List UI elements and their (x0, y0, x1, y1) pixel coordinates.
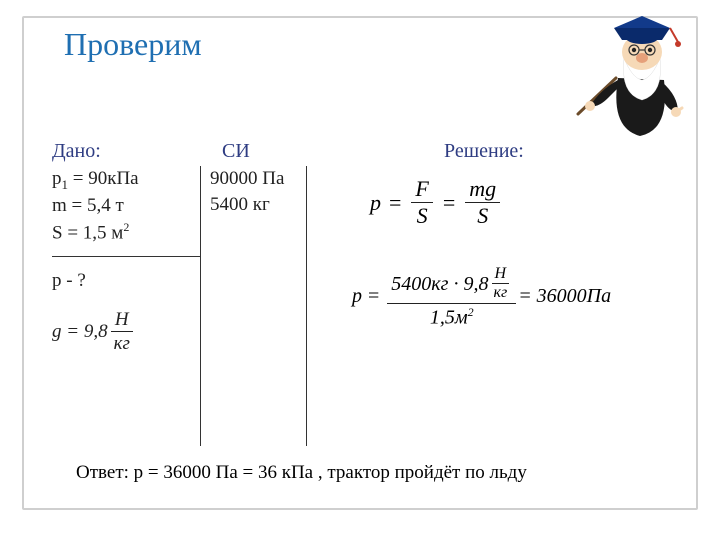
si-values: 90000 Па 5400 кг (210, 166, 284, 217)
calc-numerator: 5400кг · 9,8 Н кг (387, 266, 516, 304)
calculation-row: p = 5400кг · 9,8 Н кг 1,5м2 = 36000Па (352, 266, 611, 328)
calc-den-exp: 2 (468, 305, 474, 319)
g-constant: g = 9,8 Н кг (52, 310, 136, 353)
g-lhs: g = 9,8 (52, 321, 108, 343)
calc-denominator: 1,5м2 (426, 304, 478, 328)
formula-f-over-s: F S (411, 178, 432, 227)
g-unit-fraction: Н кг (110, 310, 134, 353)
calc-den-val: 1,5м (430, 307, 468, 329)
calc-num-mass: 5400кг · 9,8 (391, 274, 488, 294)
formula-f: F (411, 178, 432, 203)
formula-eq2: = (443, 190, 455, 216)
p1-value: = 90кПа (68, 168, 139, 189)
divider-given-si (200, 166, 201, 446)
s-exponent: 2 (123, 220, 129, 234)
calc-num-unit: Н кг (490, 266, 510, 301)
p1-symbol: р (52, 168, 62, 189)
find-what: р - ? (52, 270, 86, 292)
given-values: р1 = 90кПа m = 5,4 т S = 1,5 м2 (52, 166, 139, 246)
formula-s2: S (473, 203, 492, 227)
header-si: СИ (222, 140, 250, 163)
page-title: Проверим (64, 26, 202, 63)
si-m: 5400 кг (210, 192, 284, 218)
given-p1: р1 = 90кПа (52, 166, 139, 193)
si-p1: 90000 Па (210, 166, 284, 192)
divider-find (52, 256, 200, 257)
given-m: m = 5,4 т (52, 193, 139, 219)
g-unit-den: кг (110, 332, 134, 353)
given-s: S = 1,5 м2 (52, 219, 139, 246)
formula-eq1: = (389, 190, 401, 216)
formula-mg-over-s: mg S (465, 178, 500, 227)
formula-mg: mg (465, 178, 500, 203)
g-unit-num: Н (111, 310, 133, 332)
calc-eq: = (368, 285, 379, 308)
calc-result: = 36000Па (518, 285, 611, 308)
s-label: S = 1,5 м (52, 222, 123, 243)
answer-line: Ответ: р = 36000 Па = 36 кПа , трактор п… (76, 462, 527, 484)
professor-illustration (570, 8, 690, 138)
formula-lhs: p (370, 190, 381, 216)
calc-lhs: p (352, 285, 362, 308)
formula-s1: S (413, 203, 432, 227)
divider-si-solution (306, 166, 307, 446)
header-given: Дано: (52, 140, 101, 163)
calc-num-unit-top: Н (492, 266, 510, 284)
calc-big-fraction: 5400кг · 9,8 Н кг 1,5м2 (387, 266, 516, 328)
calc-num-unit-bot: кг (490, 284, 510, 301)
header-solution: Решение: (444, 140, 524, 163)
formula-row: p = F S = mg S (370, 178, 502, 227)
